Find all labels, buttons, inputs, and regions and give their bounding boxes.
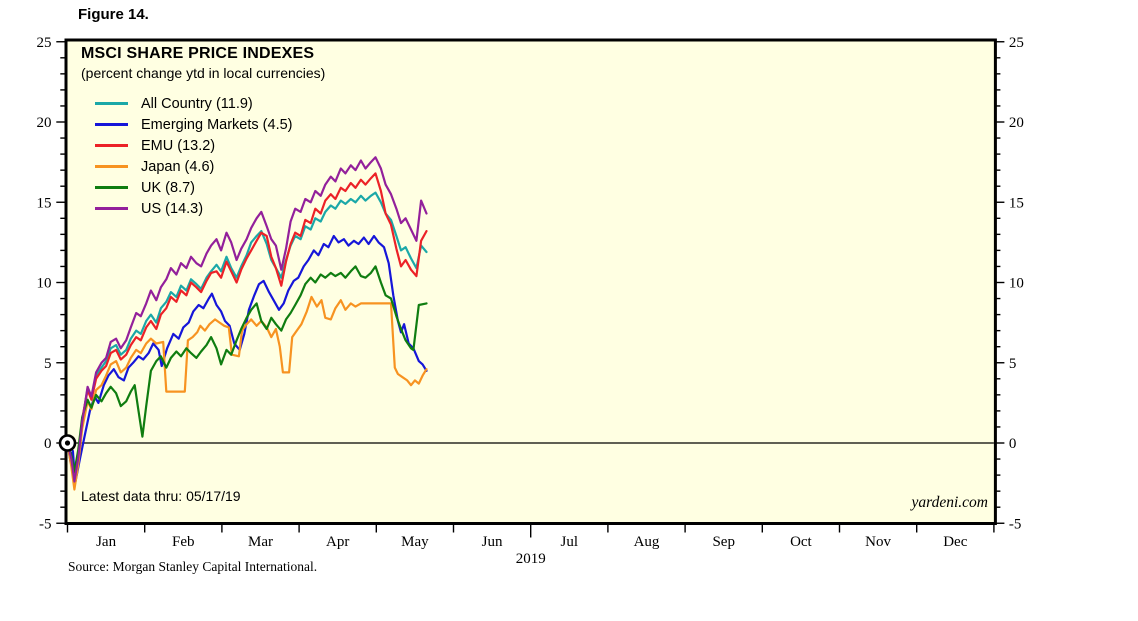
legend-color-line <box>95 165 128 168</box>
legend-label: Japan (4.6) <box>141 158 215 175</box>
legend-color-line <box>95 186 128 189</box>
axis-labels: -5 -5 0 0 5 5 10 10 15 15 20 20 25 25 Jan Feb Mar Apr May J… <box>37 35 1024 567</box>
month-label-nov: Nov <box>865 534 891 550</box>
svg-text:5: 5 <box>1009 356 1017 372</box>
legend-item-us: US (14.3) <box>95 198 293 219</box>
legend: All Country (11.9) Emerging Markets (4.5)… <box>95 93 293 219</box>
legend-color-line <box>95 123 128 126</box>
legend-label: UK (8.7) <box>141 179 195 196</box>
month-label-jan: Jan <box>96 534 116 550</box>
latest-data-note: Latest data thru: 05/17/19 <box>81 488 241 504</box>
month-label-mar: Mar <box>248 534 273 550</box>
series-line-emerging_markets <box>66 234 428 485</box>
svg-text:15: 15 <box>1009 195 1024 211</box>
svg-text:10: 10 <box>37 276 52 292</box>
legend-item-all_country: All Country (11.9) <box>95 93 293 114</box>
legend-label: EMU (13.2) <box>141 137 216 154</box>
legend-color-line <box>95 102 128 105</box>
legend-item-japan: Japan (4.6) <box>95 156 293 177</box>
month-label-aug: Aug <box>634 534 660 550</box>
legend-item-emu: EMU (13.2) <box>95 135 293 156</box>
series-line-emu <box>66 172 428 480</box>
month-label-may: May <box>401 534 429 550</box>
svg-text:0: 0 <box>1009 436 1017 452</box>
svg-text:20: 20 <box>1009 115 1024 131</box>
svg-text:-5: -5 <box>39 516 52 532</box>
legend-label: US (14.3) <box>141 200 204 217</box>
svg-text:10: 10 <box>1009 276 1024 292</box>
watermark-yardeni: yardeni.com <box>911 494 988 511</box>
series-line-us <box>66 156 428 483</box>
month-label-apr: Apr <box>326 534 349 550</box>
svg-text:0: 0 <box>44 436 52 452</box>
month-label-jun: Jun <box>482 534 503 550</box>
legend-label: All Country (11.9) <box>141 95 253 112</box>
svg-text:5: 5 <box>44 356 52 372</box>
chart-title: MSCI SHARE PRICE INDEXES <box>81 45 315 62</box>
month-label-feb: Feb <box>172 534 195 550</box>
svg-text:25: 25 <box>37 35 52 51</box>
legend-item-uk: UK (8.7) <box>95 177 293 198</box>
figure-label: Figure 14. <box>78 6 149 23</box>
legend-color-line <box>95 207 128 210</box>
legend-item-emerging_markets: Emerging Markets (4.5) <box>95 114 293 135</box>
svg-text:25: 25 <box>1009 35 1024 51</box>
month-label-oct: Oct <box>790 534 812 550</box>
year-label: 2019 <box>516 551 546 567</box>
svg-text:20: 20 <box>37 115 52 131</box>
origin-marker-icon <box>58 434 77 452</box>
month-label-dec: Dec <box>943 534 967 550</box>
axis-ticks <box>56 41 1005 538</box>
series-line-japan <box>66 295 428 491</box>
month-label-sep: Sep <box>712 534 735 550</box>
legend-label: Emerging Markets (4.5) <box>141 116 293 133</box>
svg-text:-5: -5 <box>1009 516 1022 532</box>
month-label-jul: Jul <box>561 534 579 550</box>
chart-subtitle: (percent change ytd in local currencies) <box>81 65 326 81</box>
series-line-all_country <box>66 191 428 477</box>
series-line-uk <box>66 265 428 473</box>
legend-color-line <box>95 144 128 147</box>
svg-text:15: 15 <box>37 195 52 211</box>
source-note: Source: Morgan Stanley Capital Internati… <box>68 559 318 574</box>
